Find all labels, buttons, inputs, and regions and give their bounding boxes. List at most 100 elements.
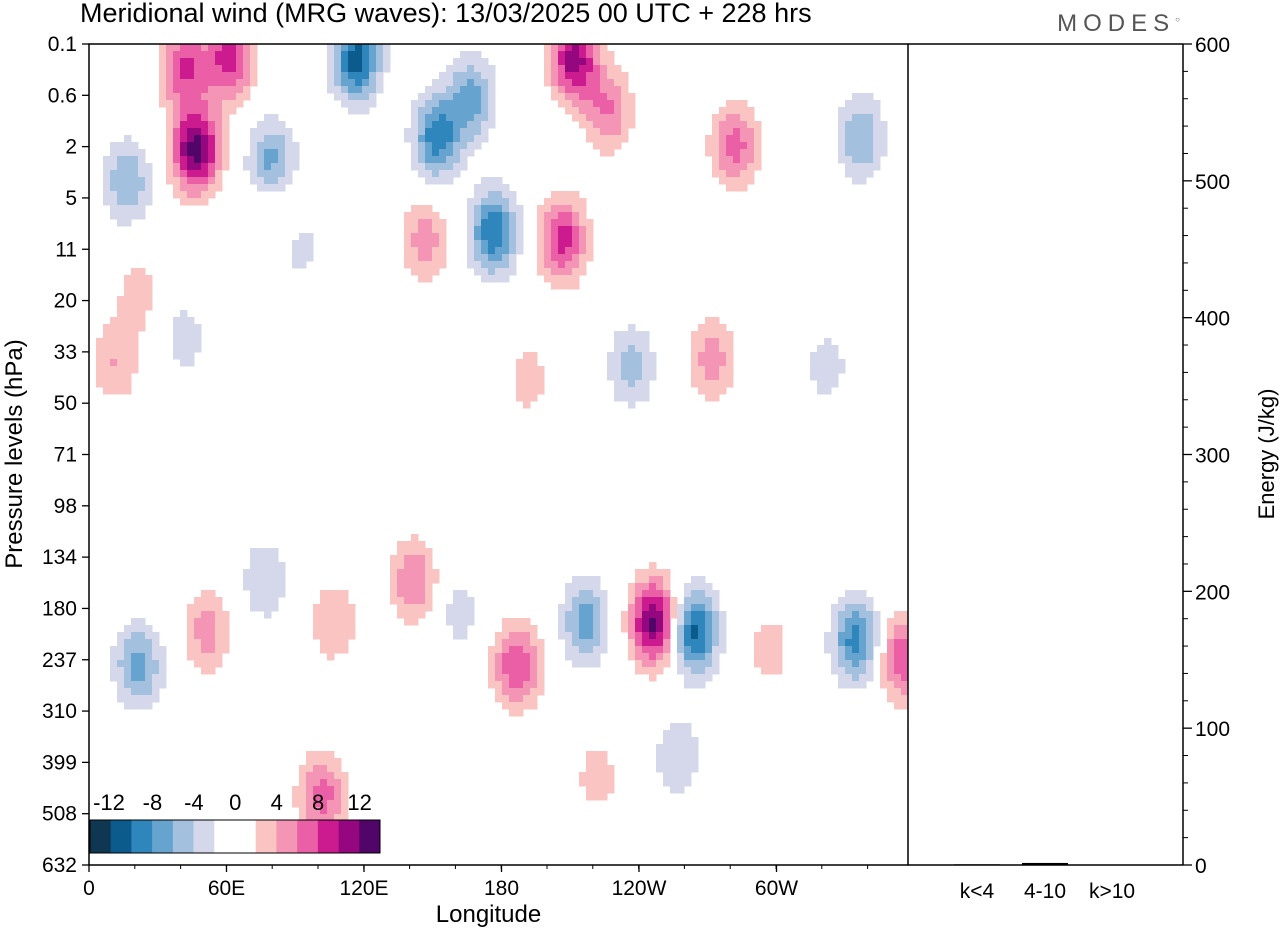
y-tick-label: 508 xyxy=(42,803,77,826)
heat-cell xyxy=(348,65,356,73)
heat-cell xyxy=(404,562,412,570)
heat-cell xyxy=(187,611,195,619)
heat-cell xyxy=(656,583,664,591)
heat-cell xyxy=(509,261,517,269)
heat-cell xyxy=(516,240,524,248)
heat-cell xyxy=(418,170,426,178)
heat-cell xyxy=(432,233,440,241)
heat-cell xyxy=(635,387,643,395)
heat-cell xyxy=(187,198,195,206)
heat-cell xyxy=(754,646,762,654)
heat-cell xyxy=(558,212,566,220)
heat-cell xyxy=(698,660,706,668)
heat-cell xyxy=(341,632,349,640)
heat-cell xyxy=(250,569,258,577)
heat-cell xyxy=(180,170,188,178)
heat-cell xyxy=(593,597,601,605)
heat-cell xyxy=(663,779,671,787)
heat-cell xyxy=(439,149,447,157)
heat-cell xyxy=(180,44,188,52)
heat-cell xyxy=(194,135,202,143)
heat-cell xyxy=(495,233,503,241)
heat-cell xyxy=(845,135,853,143)
heat-cell xyxy=(495,184,503,192)
heat-cell xyxy=(712,660,720,668)
heat-cell xyxy=(705,394,713,402)
heat-cell xyxy=(418,135,426,143)
heat-cell xyxy=(418,212,426,220)
heat-cell xyxy=(439,156,447,164)
heat-cell xyxy=(152,681,160,689)
heat-cell xyxy=(474,268,482,276)
heat-cell xyxy=(852,611,860,619)
heat-cell xyxy=(859,142,867,150)
heat-cell xyxy=(593,772,601,780)
heat-cell xyxy=(131,632,139,640)
heat-cell xyxy=(355,100,363,108)
heat-cell xyxy=(635,569,643,577)
heat-cell xyxy=(117,156,125,164)
heat-cell xyxy=(117,177,125,185)
heat-cell xyxy=(537,380,545,388)
heat-cell xyxy=(621,79,629,87)
heat-cell xyxy=(628,352,636,360)
heat-cell xyxy=(411,611,419,619)
heat-cell xyxy=(537,667,545,675)
heat-cell xyxy=(439,254,447,262)
heat-cell xyxy=(488,254,496,262)
heat-cell xyxy=(124,359,132,367)
heat-cell xyxy=(719,338,727,346)
heat-cell xyxy=(159,646,167,654)
heat-cell xyxy=(873,611,881,619)
heat-cell xyxy=(530,352,538,360)
heat-cell xyxy=(719,646,727,654)
heat-cell xyxy=(180,86,188,94)
heat-cell xyxy=(110,359,118,367)
heat-cell xyxy=(271,128,279,136)
heat-cell xyxy=(180,338,188,346)
heat-cell xyxy=(530,667,538,675)
heat-cell xyxy=(621,128,629,136)
heat-cell xyxy=(124,205,132,213)
heat-cell xyxy=(523,681,531,689)
heat-cell xyxy=(180,142,188,150)
heat-cell xyxy=(544,261,552,269)
heat-cell xyxy=(201,646,209,654)
energy-category-label: k<4 xyxy=(960,880,995,903)
heat-cell xyxy=(215,611,223,619)
heat-cell xyxy=(712,352,720,360)
heat-cell xyxy=(621,352,629,360)
heat-cell xyxy=(635,597,643,605)
heat-cell xyxy=(257,170,265,178)
heat-cell xyxy=(537,268,545,276)
heat-cell xyxy=(215,44,223,52)
heat-cell xyxy=(768,646,776,654)
heat-cell xyxy=(495,660,503,668)
heat-cell xyxy=(530,639,538,647)
heat-cell xyxy=(712,324,720,332)
heat-cell xyxy=(901,674,908,682)
heat-cell xyxy=(180,114,188,122)
heat-cell xyxy=(432,163,440,171)
heat-cell xyxy=(740,121,748,129)
heat-cell xyxy=(523,667,531,675)
heat-cell xyxy=(719,625,727,633)
heat-cell xyxy=(222,611,230,619)
heat-cell xyxy=(586,632,594,640)
heat-cell xyxy=(96,380,104,388)
heat-cell xyxy=(460,128,468,136)
heat-cell xyxy=(642,604,650,612)
heat-cell xyxy=(831,359,839,367)
heat-cell xyxy=(691,604,699,612)
heat-cell xyxy=(831,660,839,668)
heat-cell xyxy=(439,226,447,234)
heat-cell xyxy=(411,534,419,542)
heat-cell xyxy=(173,324,181,332)
heat-cell xyxy=(446,618,454,626)
heat-cell xyxy=(775,625,783,633)
heat-cell xyxy=(166,86,174,94)
heat-cell xyxy=(432,100,440,108)
heat-cell xyxy=(866,674,874,682)
x-tick-label: 60W xyxy=(755,877,798,900)
heat-cell xyxy=(614,93,622,101)
